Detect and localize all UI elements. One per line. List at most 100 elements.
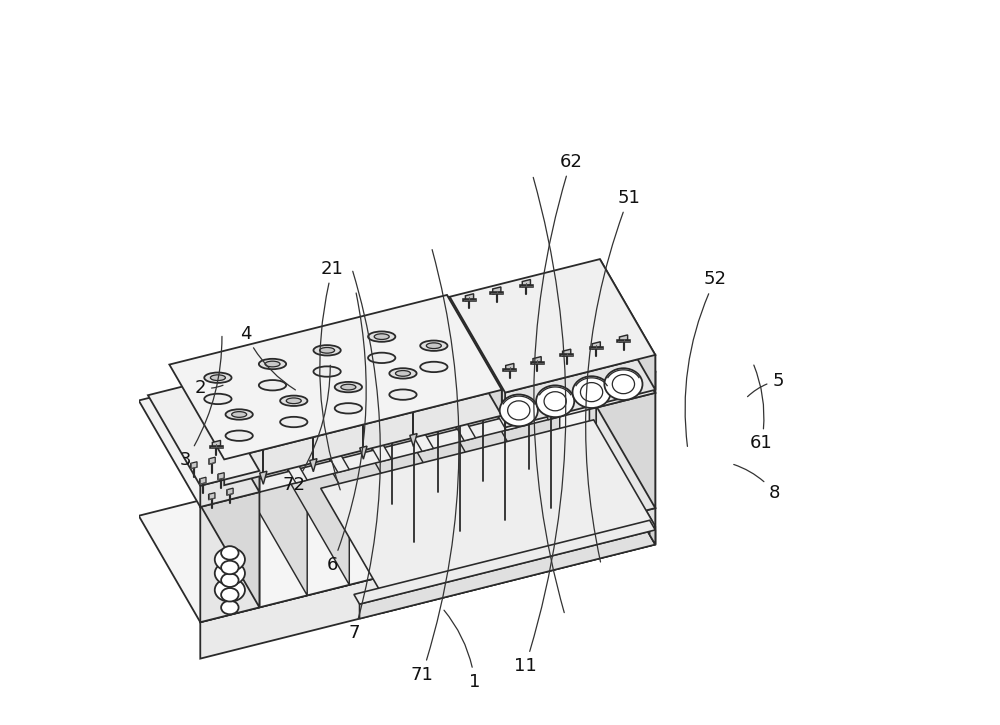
Text: 8: 8 (734, 465, 780, 502)
Polygon shape (533, 357, 541, 364)
Text: 11: 11 (514, 178, 566, 675)
Polygon shape (535, 301, 541, 428)
Polygon shape (335, 384, 362, 412)
Polygon shape (253, 396, 596, 492)
Text: 4: 4 (240, 325, 295, 390)
Polygon shape (338, 470, 349, 588)
Ellipse shape (221, 588, 239, 602)
Polygon shape (414, 331, 476, 553)
Polygon shape (493, 287, 501, 294)
Polygon shape (288, 363, 349, 585)
Polygon shape (276, 363, 349, 473)
Polygon shape (447, 295, 502, 415)
Text: 7: 7 (348, 271, 380, 642)
Ellipse shape (580, 383, 603, 402)
Polygon shape (389, 370, 417, 398)
Polygon shape (200, 508, 655, 658)
Polygon shape (204, 374, 232, 402)
Polygon shape (361, 342, 433, 452)
Ellipse shape (395, 370, 410, 376)
Ellipse shape (420, 341, 447, 351)
Ellipse shape (313, 366, 341, 377)
Polygon shape (589, 396, 596, 523)
Polygon shape (498, 310, 560, 532)
Polygon shape (594, 286, 655, 508)
Polygon shape (259, 407, 596, 608)
Ellipse shape (204, 394, 232, 404)
Ellipse shape (604, 368, 642, 400)
Polygon shape (226, 411, 253, 439)
Polygon shape (465, 294, 474, 301)
Polygon shape (506, 363, 514, 370)
Polygon shape (191, 462, 197, 469)
Polygon shape (207, 381, 259, 492)
Ellipse shape (215, 548, 245, 571)
Text: 2: 2 (195, 378, 223, 397)
Polygon shape (505, 355, 655, 428)
Text: 21: 21 (320, 260, 344, 490)
Polygon shape (410, 434, 417, 447)
Polygon shape (224, 390, 502, 485)
Ellipse shape (389, 389, 417, 399)
Polygon shape (420, 342, 447, 370)
Polygon shape (548, 417, 560, 535)
Ellipse shape (389, 368, 417, 378)
Polygon shape (619, 335, 628, 342)
Ellipse shape (221, 573, 239, 587)
Ellipse shape (341, 384, 356, 390)
Ellipse shape (420, 362, 447, 372)
Polygon shape (360, 446, 367, 459)
Polygon shape (198, 301, 541, 397)
Polygon shape (321, 420, 655, 594)
Ellipse shape (259, 380, 286, 391)
Polygon shape (600, 259, 655, 390)
Ellipse shape (265, 361, 280, 367)
Polygon shape (209, 493, 215, 500)
Polygon shape (318, 352, 391, 462)
Text: 5: 5 (748, 371, 784, 397)
Polygon shape (506, 427, 518, 545)
Polygon shape (200, 492, 259, 622)
Polygon shape (594, 265, 655, 393)
Polygon shape (200, 477, 206, 484)
Ellipse shape (368, 331, 395, 341)
Polygon shape (260, 471, 267, 484)
Polygon shape (246, 373, 307, 595)
Text: 6: 6 (327, 293, 366, 573)
Polygon shape (456, 321, 518, 542)
Polygon shape (596, 393, 655, 523)
Ellipse shape (320, 347, 335, 353)
Polygon shape (198, 386, 259, 608)
Ellipse shape (544, 392, 566, 411)
Polygon shape (139, 386, 259, 507)
Ellipse shape (313, 345, 341, 355)
Ellipse shape (286, 398, 301, 404)
Polygon shape (259, 360, 286, 389)
Ellipse shape (612, 375, 635, 394)
Ellipse shape (215, 562, 245, 585)
Polygon shape (330, 352, 391, 574)
Polygon shape (313, 347, 341, 375)
Polygon shape (535, 265, 655, 386)
Polygon shape (360, 530, 655, 618)
Ellipse shape (232, 412, 247, 418)
Text: 72: 72 (283, 365, 330, 494)
Ellipse shape (204, 373, 232, 383)
Ellipse shape (210, 375, 225, 381)
Polygon shape (592, 341, 600, 349)
Text: 52: 52 (685, 270, 727, 447)
Ellipse shape (536, 386, 574, 417)
Text: 71: 71 (411, 249, 459, 684)
Polygon shape (280, 397, 307, 426)
Polygon shape (296, 480, 307, 598)
Polygon shape (209, 457, 215, 464)
Polygon shape (445, 321, 518, 430)
Polygon shape (464, 438, 476, 556)
Ellipse shape (221, 546, 239, 560)
Ellipse shape (573, 376, 611, 408)
Polygon shape (310, 459, 317, 472)
Polygon shape (594, 402, 655, 544)
Polygon shape (450, 259, 655, 392)
Ellipse shape (280, 417, 307, 427)
Ellipse shape (508, 401, 530, 420)
